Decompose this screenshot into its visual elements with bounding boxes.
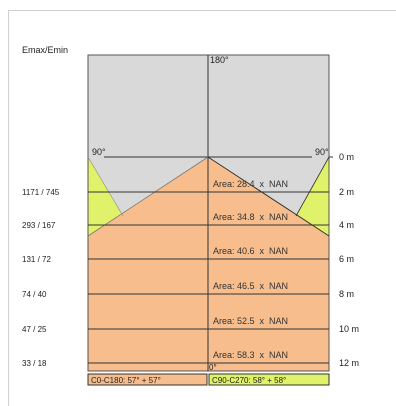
distance-grid <box>88 191 329 364</box>
left-border <box>8 10 9 406</box>
beam-edge-right <box>207 156 330 237</box>
distance-label: 8 m <box>339 289 354 299</box>
area-label: Area: 28.4 x NAN <box>213 179 288 189</box>
footer-left-label: C0-C180: 57° + 57° <box>91 376 161 385</box>
distance-label: 10 m <box>339 324 359 334</box>
area-label: Area: 34.8 x NAN <box>213 212 288 222</box>
footer-right-label: C90-C270: 58° + 58° <box>212 376 286 385</box>
ratio-label: 74 / 40 <box>22 290 47 299</box>
yellow-edge-left <box>87 156 124 217</box>
footer-left-box <box>87 373 208 386</box>
distance-label: 2 m <box>339 187 354 197</box>
distance-label-0m: 0 m <box>339 152 354 162</box>
beam-edge-left <box>87 156 209 237</box>
ratio-label: 33 / 18 <box>22 359 47 368</box>
ratio-label: 1171 / 745 <box>22 188 60 197</box>
bottom-angle-label: 0° <box>209 363 217 372</box>
ratio-label: 131 / 72 <box>22 255 51 264</box>
left-angle-label: 90° <box>92 147 106 157</box>
header-label: Emax/Emin <box>22 45 68 55</box>
distance-label: 4 m <box>339 220 354 230</box>
right-angle-label: 90° <box>315 147 329 157</box>
area-label: Area: 58.3 x NAN <box>213 350 288 360</box>
ratio-label: 47 / 25 <box>22 325 47 334</box>
area-label: Area: 40.6 x NAN <box>213 246 288 256</box>
footer-right-box <box>208 373 330 386</box>
distance-label: 12 m <box>339 358 359 368</box>
top-angle-label: 180° <box>210 55 229 65</box>
yellow-edge-right <box>295 156 330 217</box>
area-label: Area: 52.5 x NAN <box>213 316 288 326</box>
area-label: Area: 46.5 x NAN <box>213 281 288 291</box>
distance-label: 6 m <box>339 254 354 264</box>
top-border <box>8 10 396 11</box>
ratio-label: 293 / 167 <box>22 221 56 230</box>
